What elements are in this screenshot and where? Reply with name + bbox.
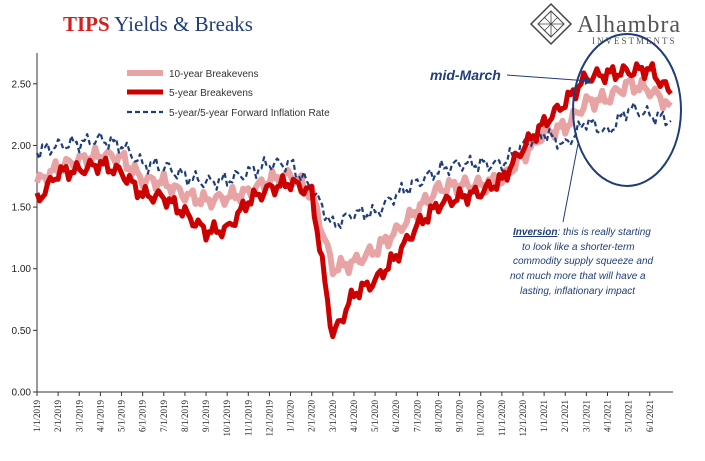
x-tick-label: 1/1/2021 bbox=[539, 400, 549, 432]
alhambra-diamond-logo-icon bbox=[529, 2, 573, 46]
chart-title-rest: Yields & Breaks bbox=[110, 12, 253, 36]
x-tick-label: 2/1/2020 bbox=[307, 400, 317, 433]
x-tick-label: 4/1/2020 bbox=[349, 400, 359, 433]
inversion-lead: Inversion bbox=[513, 227, 557, 238]
x-axis-ticks: 1/1/2019 2/1/2019 3/1/2019 4/1/2019 5/1/2019… bbox=[32, 392, 655, 437]
x-tick-label: 6/1/2019 bbox=[138, 400, 148, 433]
x-tick-label: 9/1/2020 bbox=[455, 400, 465, 433]
x-tick-label: 6/1/2021 bbox=[645, 400, 655, 432]
x-tick-label: 1/1/2020 bbox=[286, 400, 296, 433]
x-tick-label: 12/1/2019 bbox=[264, 400, 274, 437]
x-tick-label: 2/1/2021 bbox=[560, 400, 570, 432]
series-5y-breakevens bbox=[34, 61, 673, 340]
y-tick-label: 0.00 bbox=[12, 388, 32, 399]
x-tick-label: 8/1/2020 bbox=[433, 400, 443, 433]
series-10y-breakevens bbox=[34, 75, 673, 278]
x-tick-label: 8/1/2019 bbox=[180, 400, 190, 433]
x-tick-label: 3/1/2020 bbox=[328, 400, 338, 433]
inversion-line-1-rest: : this is really starting bbox=[557, 227, 651, 238]
y-axis-ticks: 0.00 0.50 1.00 1.50 2.00 2.50 bbox=[12, 79, 37, 399]
x-tick-label: 11/1/2020 bbox=[497, 400, 507, 437]
inversion-line-1: Inversion: this is really starting bbox=[513, 227, 651, 238]
mid-march-arrowhead-icon bbox=[584, 77, 592, 85]
y-tick-label: 1.50 bbox=[12, 203, 32, 214]
chart-title-tips: TIPS bbox=[63, 12, 110, 36]
inversion-pointer-line bbox=[562, 143, 579, 223]
mid-march-label: mid-March bbox=[430, 67, 501, 83]
x-tick-label: 6/1/2020 bbox=[391, 400, 401, 433]
x-tick-label: 10/1/2020 bbox=[476, 400, 486, 437]
x-tick-label: 2/1/2019 bbox=[53, 400, 63, 433]
chart-title: TIPS Yields & Breaks bbox=[63, 12, 253, 36]
x-tick-label: 9/1/2019 bbox=[201, 400, 211, 433]
legend: 10-year Breakevens 5-year Breakevens 5-y… bbox=[127, 69, 330, 119]
series-layer bbox=[34, 61, 673, 340]
y-tick-label: 1.00 bbox=[12, 264, 32, 275]
x-tick-label: 10/1/2019 bbox=[222, 400, 232, 437]
y-tick-label: 0.50 bbox=[12, 326, 32, 337]
legend-label-5y5y: 5-year/5-year Forward Inflation Rate bbox=[169, 108, 330, 119]
inversion-line-3: commodity supply squeeze and bbox=[513, 256, 654, 267]
x-tick-label: 7/1/2019 bbox=[159, 400, 169, 433]
mid-march-arrow-line bbox=[506, 74, 590, 82]
x-tick-label: 5/1/2021 bbox=[624, 400, 634, 432]
highlight-ellipse bbox=[572, 33, 682, 187]
x-tick-label: 3/1/2019 bbox=[74, 400, 84, 433]
inversion-annotation: Inversion: this is really starting to lo… bbox=[510, 143, 654, 297]
inversion-line-5: lasting, inflationary impact bbox=[520, 286, 636, 297]
x-tick-label: 1/1/2019 bbox=[32, 400, 42, 433]
x-tick-label: 5/1/2019 bbox=[117, 400, 127, 433]
x-tick-label: 12/1/2020 bbox=[518, 400, 528, 437]
y-tick-label: 2.50 bbox=[12, 79, 32, 90]
x-tick-label: 5/1/2020 bbox=[370, 400, 380, 433]
inversion-line-4: not much more that will have a bbox=[510, 271, 646, 282]
x-tick-label: 4/1/2021 bbox=[602, 400, 612, 432]
series-5y5y-forward bbox=[36, 101, 672, 229]
legend-label-10y: 10-year Breakevens bbox=[169, 69, 259, 80]
inversion-line-2: to look like a shorter-term bbox=[522, 242, 635, 253]
legend-label-5y: 5-year Breakevens bbox=[169, 88, 253, 99]
y-tick-label: 2.00 bbox=[12, 141, 32, 152]
x-tick-label: 4/1/2019 bbox=[95, 400, 105, 433]
mid-march-annotation: mid-March bbox=[430, 33, 682, 187]
logo-sub: INVESTMENTS bbox=[592, 36, 677, 46]
x-tick-label: 3/1/2021 bbox=[581, 400, 591, 432]
x-tick-label: 7/1/2020 bbox=[412, 400, 422, 433]
x-tick-label: 11/1/2019 bbox=[243, 400, 253, 437]
